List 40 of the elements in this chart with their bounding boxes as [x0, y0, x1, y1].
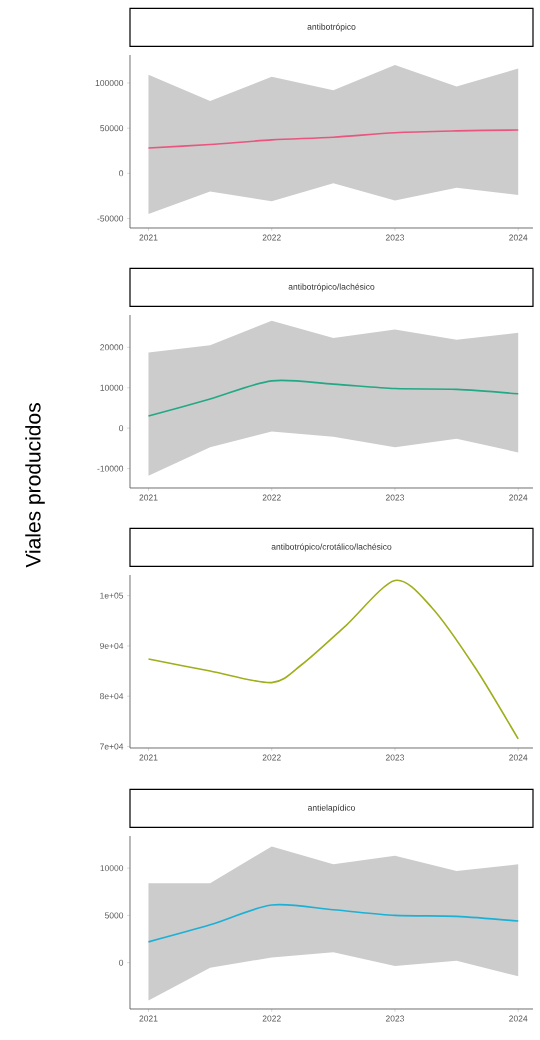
y-tick-label: 100000: [95, 80, 124, 87]
chart-title: antibotrópico/lachésico: [288, 283, 375, 292]
x-tick-label: 2022: [262, 754, 281, 761]
x-tick-label: 2024: [509, 1015, 528, 1022]
y-tick-label: 10000: [100, 384, 124, 391]
x-tick-label: 2023: [385, 234, 405, 241]
x-tick-label: 2021: [139, 754, 158, 761]
y-tick-label: 0: [119, 959, 124, 966]
x-tick-label: 2022: [262, 494, 281, 501]
line-series: [147, 129, 519, 149]
line-series: [147, 903, 519, 943]
y-tick-label: 5000: [104, 912, 124, 919]
y-tick-label: 1e+05: [100, 592, 124, 599]
y-tick-label: -10000: [97, 465, 124, 472]
x-tick-label: 2023: [385, 494, 405, 501]
x-tick-label: 2021: [139, 1015, 158, 1022]
y-tick-label: 9e+04: [99, 642, 124, 649]
y-tick-label: 0: [119, 425, 124, 432]
chart-title: antielapídico: [307, 804, 355, 813]
y-tick-label: 20000: [100, 344, 124, 351]
x-tick-label: 2021: [139, 494, 158, 501]
line-series: [147, 579, 519, 740]
x-tick-label: 2022: [262, 1015, 281, 1022]
x-tick-label: 2023: [385, 1015, 405, 1022]
line-series: [147, 379, 519, 417]
y-tick-label: 7e+04: [100, 743, 124, 750]
chart-title: antibotrópico/crotálico/lachésico: [271, 543, 392, 552]
y-tick-label: 0: [119, 170, 124, 177]
x-tick-label: 2024: [509, 234, 528, 241]
x-tick-label: 2022: [262, 234, 281, 241]
y-tick-label: 8e+04: [99, 693, 124, 700]
y-tick-label: 10000: [100, 865, 124, 872]
chart-title: antibotrópico: [307, 23, 356, 32]
y-tick-label: 50000: [100, 125, 124, 132]
y-tick-label: -50000: [97, 215, 124, 222]
x-tick-label: 2021: [139, 234, 158, 241]
x-tick-label: 2024: [509, 494, 528, 501]
x-tick-label: 2024: [509, 754, 528, 761]
x-tick-label: 2023: [385, 754, 405, 761]
y-axis-title: Viales producidos: [25, 403, 45, 568]
